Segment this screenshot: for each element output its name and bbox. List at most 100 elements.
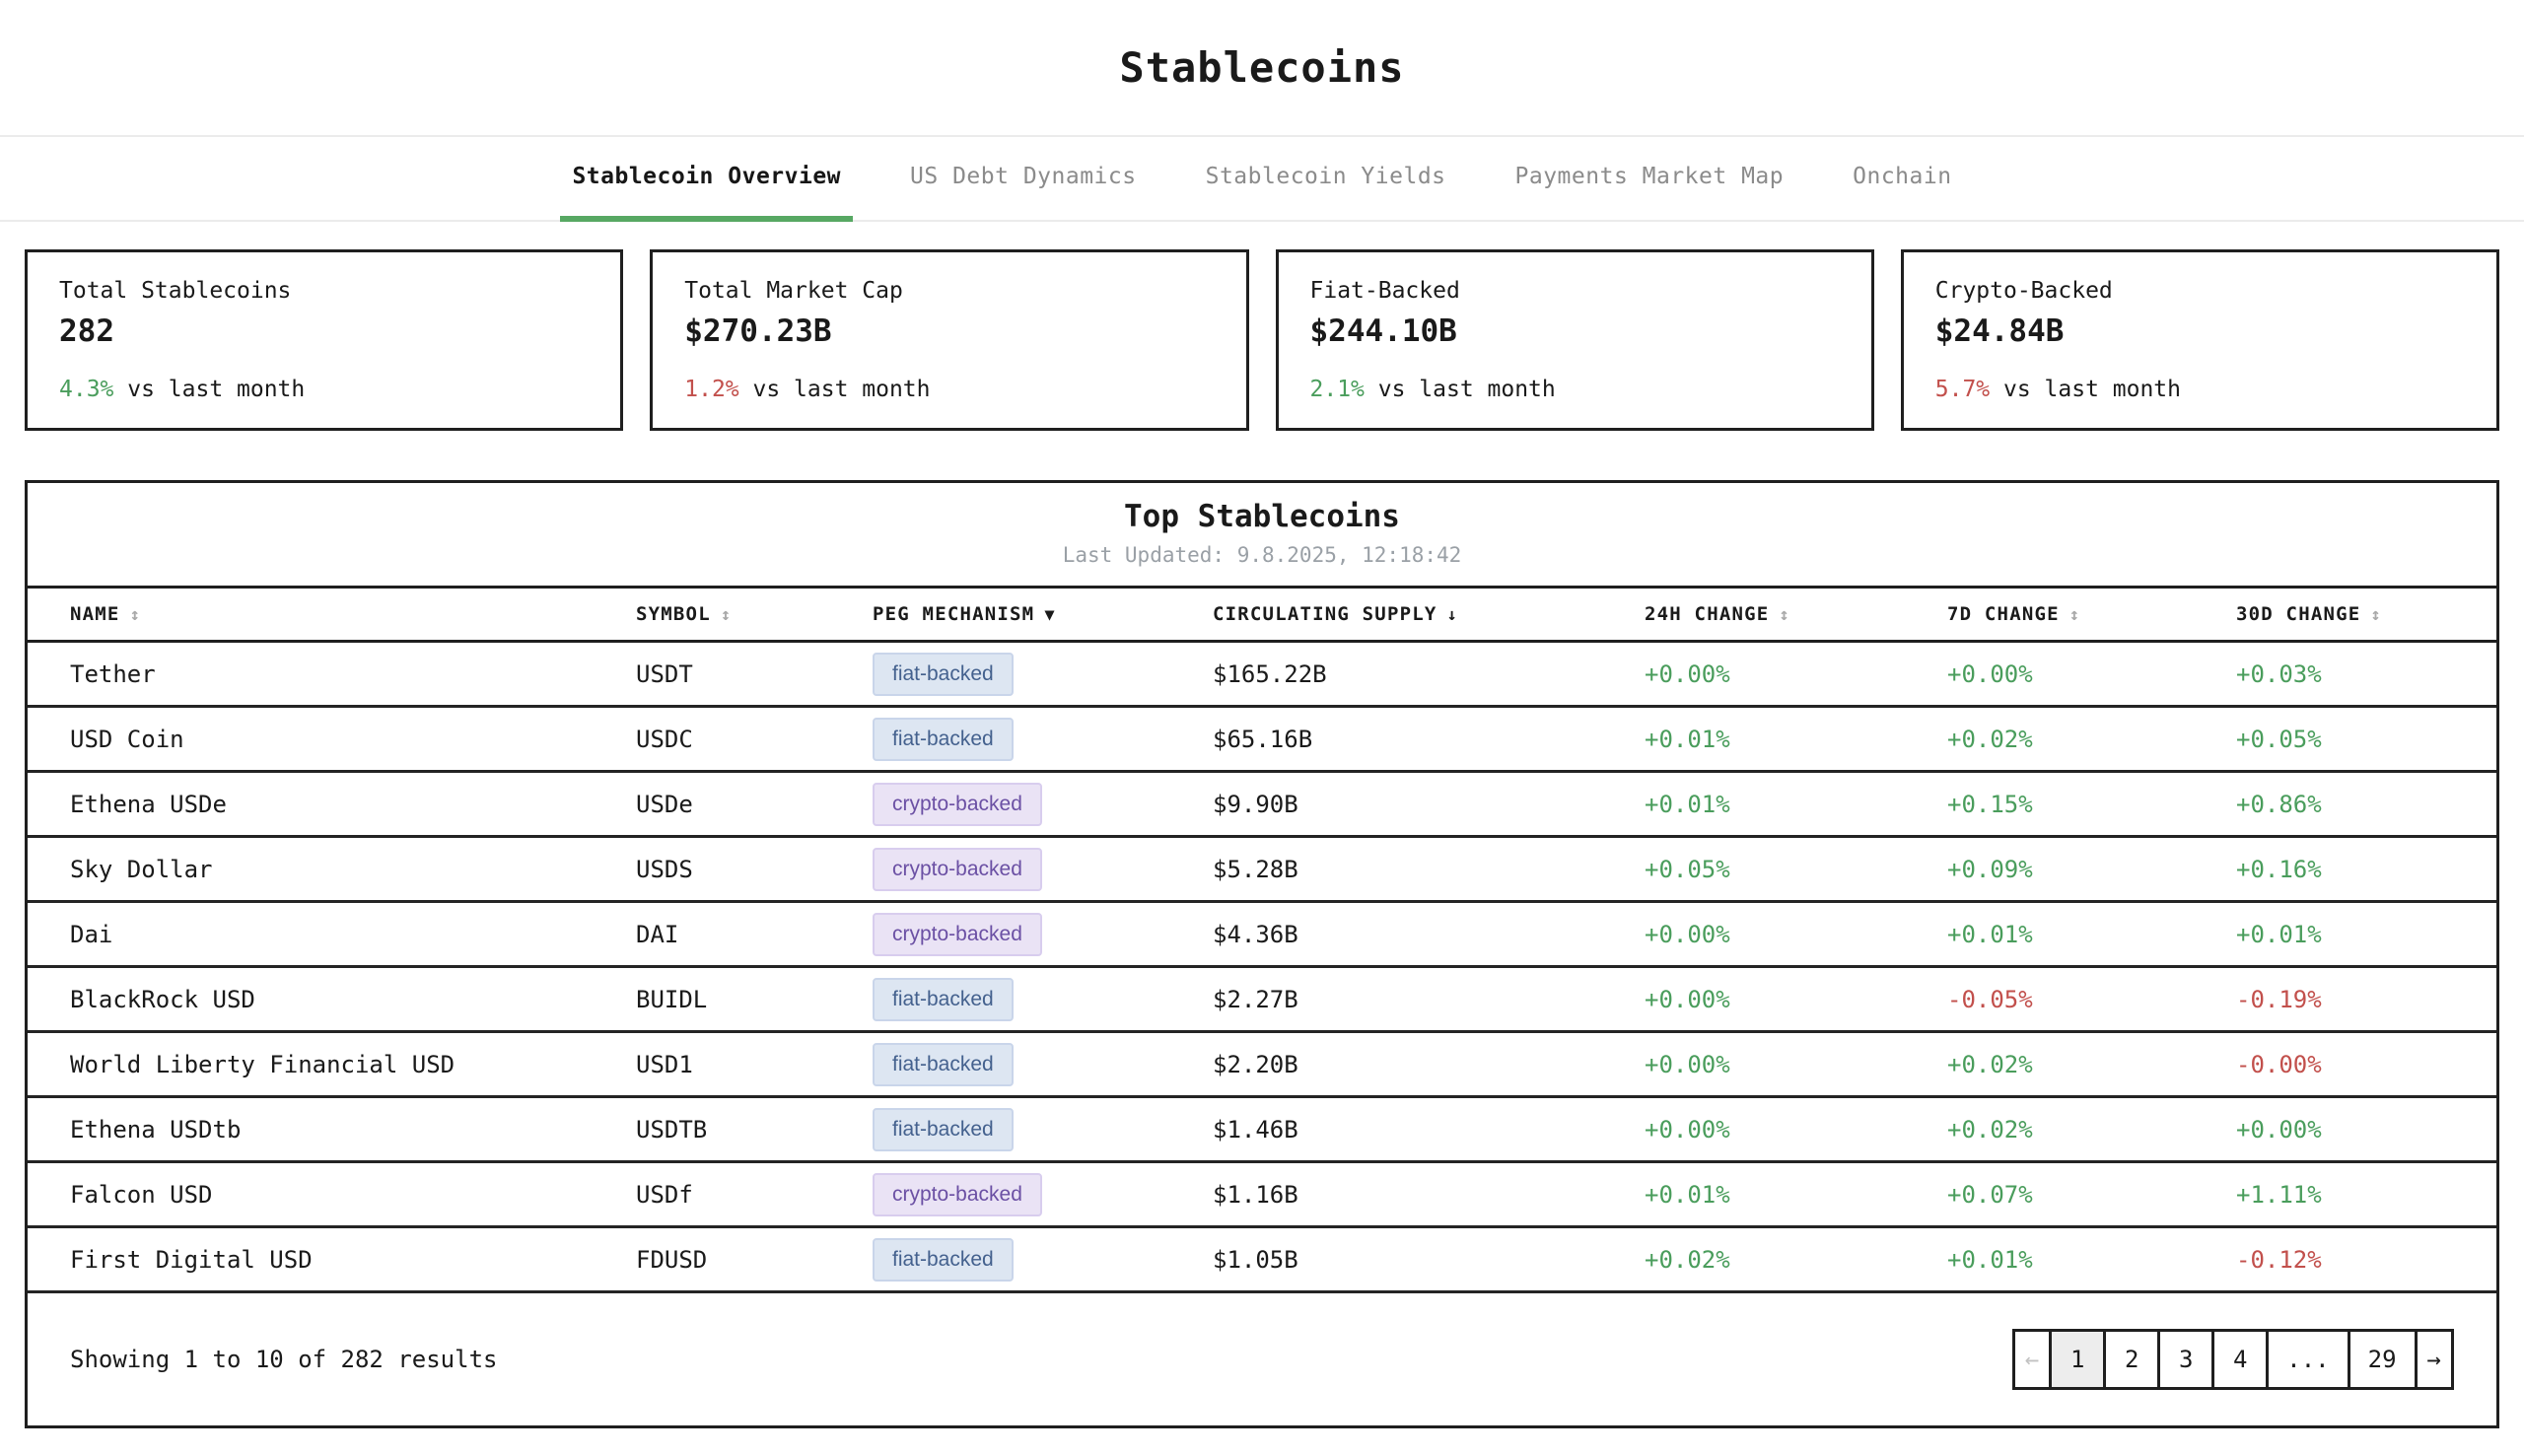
change-7d: +0.02% [1947,1096,2236,1163]
sort-both-icon: ↕ [129,605,141,625]
stat-cards-row: Total Stablecoins 282 4.3% vs last month… [25,249,2499,431]
sort-both-icon: ↕ [2370,605,2382,625]
peg-mechanism-badge: fiat-backed [873,1107,1014,1151]
peg-mechanism-badge: fiat-backed [873,977,1014,1021]
change-7d: -0.05% [1947,966,2236,1033]
table-row: Dai DAI crypto-backed $4.36B +0.00% +0.01% +0.… [28,901,2496,968]
column-header-symbol[interactable]: SYMBOL ↕ [636,586,873,643]
stat-card-fiat-backed: Fiat-Backed $244.10B 2.1% vs last month [1275,249,1874,431]
stat-label: Total Stablecoins [59,278,292,304]
change-30d: -0.00% [2236,1031,2496,1098]
coin-symbol: BUIDL [636,966,873,1033]
change-7d: +0.02% [1947,1031,2236,1098]
change-7d: +0.09% [1947,836,2236,903]
stat-value: $270.23B [684,313,832,349]
stat-delta-percent: 1.2% [684,377,739,402]
table-row: Ethena USDtb USDTB fiat-backed $1.46B +0.00%… [28,1096,2496,1163]
coin-name: Ethena USDe [28,771,636,838]
peg-mechanism-cell: fiat-backed [873,1096,1213,1163]
peg-mechanism-cell: fiat-backed [873,1226,1213,1293]
change-30d: +0.00% [2236,1096,2496,1163]
change-7d: +0.02% [1947,706,2236,773]
column-label: 7D CHANGE [1947,603,2060,625]
stat-delta-suffix: vs last month [738,377,931,402]
peg-mechanism-cell: fiat-backed [873,706,1213,773]
pagination: ← 1 2 3 4... 29 → [2011,1329,2454,1390]
stat-delta-percent: 2.1% [1309,377,1365,402]
column-header-name[interactable]: NAME ↕ [28,586,636,643]
page-29-button[interactable]: 29 [2347,1329,2418,1390]
stat-delta-suffix: vs last month [1990,377,2182,402]
table-row: Falcon USD USDf crypto-backed $1.16B +0.01% +… [28,1161,2496,1228]
circulating-supply: $4.36B [1213,901,1645,968]
tab-stablecoin-overview[interactable]: Stablecoin Overview [560,137,854,222]
change-24h: +0.01% [1645,706,1947,773]
change-30d: +0.03% [2236,641,2496,708]
panel-title: Top Stablecoins [1124,499,1400,534]
coin-name: First Digital USD [28,1226,636,1293]
page-3-button[interactable]: 3 [2157,1329,2215,1390]
column-label: CIRCULATING SUPPLY [1213,603,1437,625]
sort-both-icon: ↕ [2068,605,2081,625]
page-1-button[interactable]: 1 [2049,1329,2107,1390]
stat-value: 282 [59,313,114,349]
change-24h: +0.00% [1645,641,1947,708]
coin-symbol: USDf [636,1161,873,1228]
circulating-supply: $165.22B [1213,641,1645,708]
next-page-button[interactable]: → [2414,1329,2454,1390]
column-header-7d-change[interactable]: 7D CHANGE ↕ [1947,586,2236,643]
stat-delta-suffix: vs last month [1364,377,1556,402]
tab-stablecoin-yields[interactable]: Stablecoin Yields [1194,137,1458,222]
coin-name: World Liberty Financial USD [28,1031,636,1098]
change-24h: +0.02% [1645,1226,1947,1293]
change-24h: +0.01% [1645,1161,1947,1228]
column-header-30d-change[interactable]: 30D CHANGE ↕ [2236,586,2496,643]
filter-triangle-icon: ▼ [1044,605,1056,625]
change-7d: +0.15% [1947,771,2236,838]
peg-mechanism-badge: crypto-backed [873,912,1042,956]
results-summary: Showing 1 to 10 of 282 results [70,1346,498,1373]
change-30d: +0.86% [2236,771,2496,838]
panel-header: Top Stablecoins Last Updated: 9.8.2025, … [28,483,2496,586]
coin-name: Falcon USD [28,1161,636,1228]
page-2-button[interactable]: 2 [2103,1329,2161,1390]
tab-onchain[interactable]: Onchain [1841,137,1963,222]
change-7d: +0.01% [1947,1226,2236,1293]
coin-symbol: USDS [636,836,873,903]
table-row: World Liberty Financial USD USD1 fiat-back… [28,1031,2496,1098]
coin-name: Tether [28,641,636,708]
column-header-24h-change[interactable]: 24H CHANGE ↕ [1645,586,1947,643]
stat-delta-percent: 4.3% [59,377,114,402]
coin-name: USD Coin [28,706,636,773]
circulating-supply: $1.05B [1213,1226,1645,1293]
stat-delta: 2.1% vs last month [1310,377,1840,402]
column-header-peg-mechanism[interactable]: PEG MECHANISM ▼ [873,586,1213,643]
change-30d: -0.19% [2236,966,2496,1033]
stat-delta-percent: 5.7% [1934,377,1991,402]
change-30d: +0.01% [2236,901,2496,968]
page-title: Stablecoins [1119,43,1405,92]
coin-symbol: DAI [636,901,873,968]
peg-mechanism-badge: fiat-backed [873,1237,1014,1282]
coin-symbol: USDTB [636,1096,873,1163]
change-30d: +0.16% [2236,836,2496,903]
page-ellipsis: ... [2266,1329,2350,1390]
stat-card-total-stablecoins: Total Stablecoins 282 4.3% vs last month [25,249,624,431]
peg-mechanism-badge: crypto-backed [873,1172,1042,1216]
peg-mechanism-cell: crypto-backed [873,771,1213,838]
tab-payments-market-map[interactable]: Payments Market Map [1504,137,1796,222]
change-24h: +0.00% [1645,1031,1947,1098]
tab-us-debt-dynamics[interactable]: US Debt Dynamics [898,137,1149,222]
page-4-button[interactable]: 4 [2211,1329,2270,1390]
peg-mechanism-badge: fiat-backed [873,652,1014,696]
stat-delta: 1.2% vs last month [684,377,1214,402]
change-24h: +0.00% [1645,901,1947,968]
table-row: Ethena USDe USDe crypto-backed $9.90B +0.01%… [28,771,2496,838]
change-7d: +0.00% [1947,641,2236,708]
last-updated: Last Updated: 9.8.2025, 12:18:42 [1062,543,1462,567]
stat-value: $244.10B [1309,313,1457,349]
table-footer: Showing 1 to 10 of 282 results ← 1 2 3 4... 2… [28,1293,2496,1425]
stat-label: Total Market Cap [684,278,903,304]
column-header-circulating-supply[interactable]: CIRCULATING SUPPLY ↓ [1213,586,1645,643]
top-stablecoins-panel: Top Stablecoins Last Updated: 9.8.2025, … [25,480,2499,1428]
